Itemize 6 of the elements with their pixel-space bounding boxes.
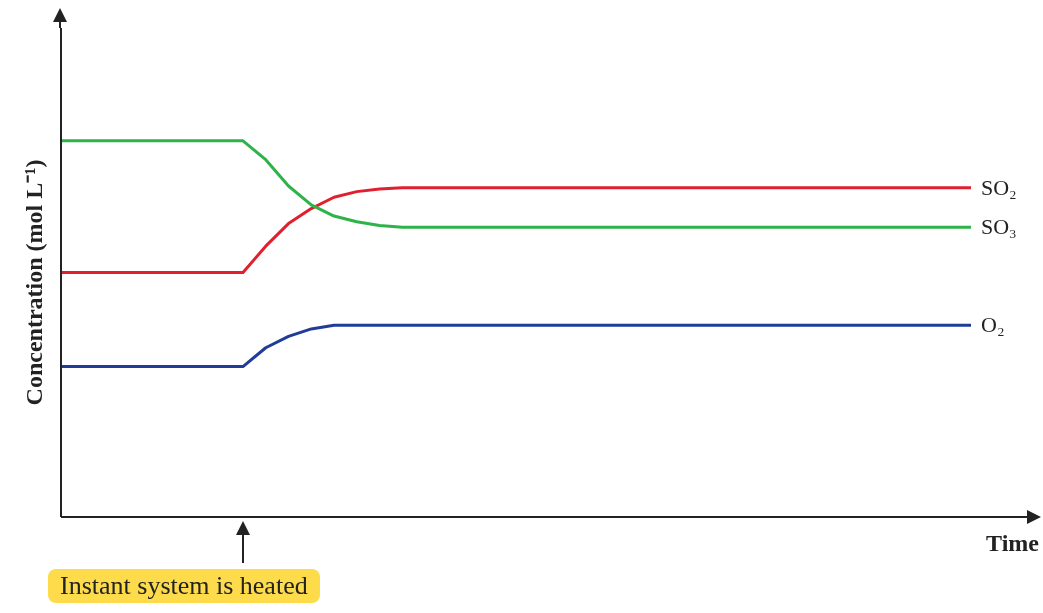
y-axis-title: Concentration (mol L⁻¹) <box>21 159 47 406</box>
text: Instant system is heated <box>48 569 320 603</box>
series-label: SO₃ <box>981 214 1017 240</box>
series-label: O₂ <box>981 312 1005 338</box>
series-label: SO₂ <box>981 174 1017 200</box>
x-axis-title: Time <box>986 530 1040 556</box>
